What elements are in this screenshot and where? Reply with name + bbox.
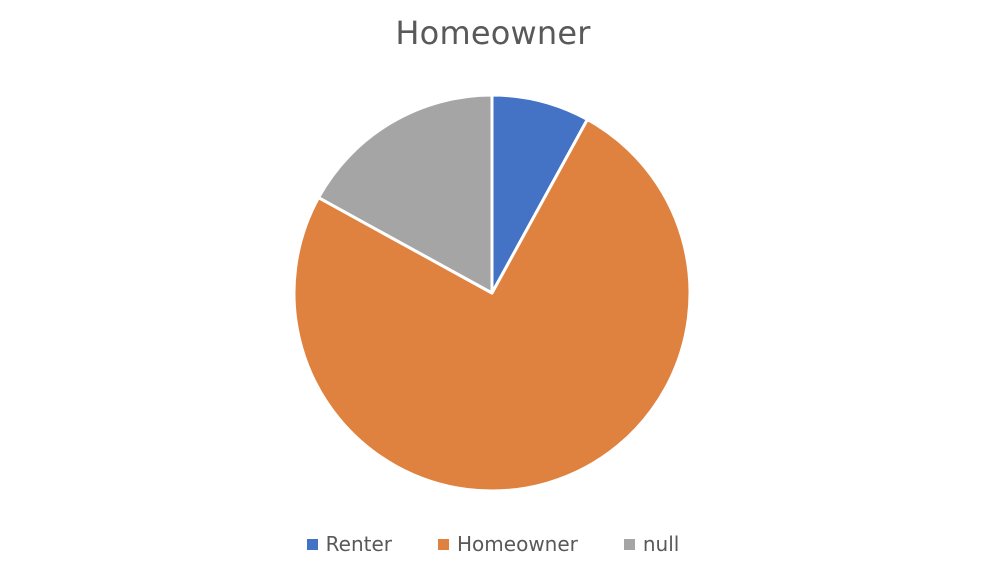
legend-swatch	[438, 538, 450, 550]
legend-swatch	[306, 538, 318, 550]
pie-slice-renter	[490, 93, 589, 295]
legend-label: Homeowner	[457, 532, 578, 556]
pie-slice-null	[316, 93, 494, 295]
legend-item-null: null	[623, 532, 680, 556]
pie-slice-homeowner	[292, 117, 692, 493]
chart-title: Homeowner	[395, 14, 591, 52]
legend-label: Renter	[325, 532, 393, 556]
legend-swatch	[623, 538, 635, 550]
legend: Renter Homeowner null	[0, 532, 986, 556]
legend-label: null	[642, 532, 680, 556]
legend-item-homeowner: Homeowner	[438, 532, 578, 556]
legend-item-renter: Renter	[306, 532, 393, 556]
